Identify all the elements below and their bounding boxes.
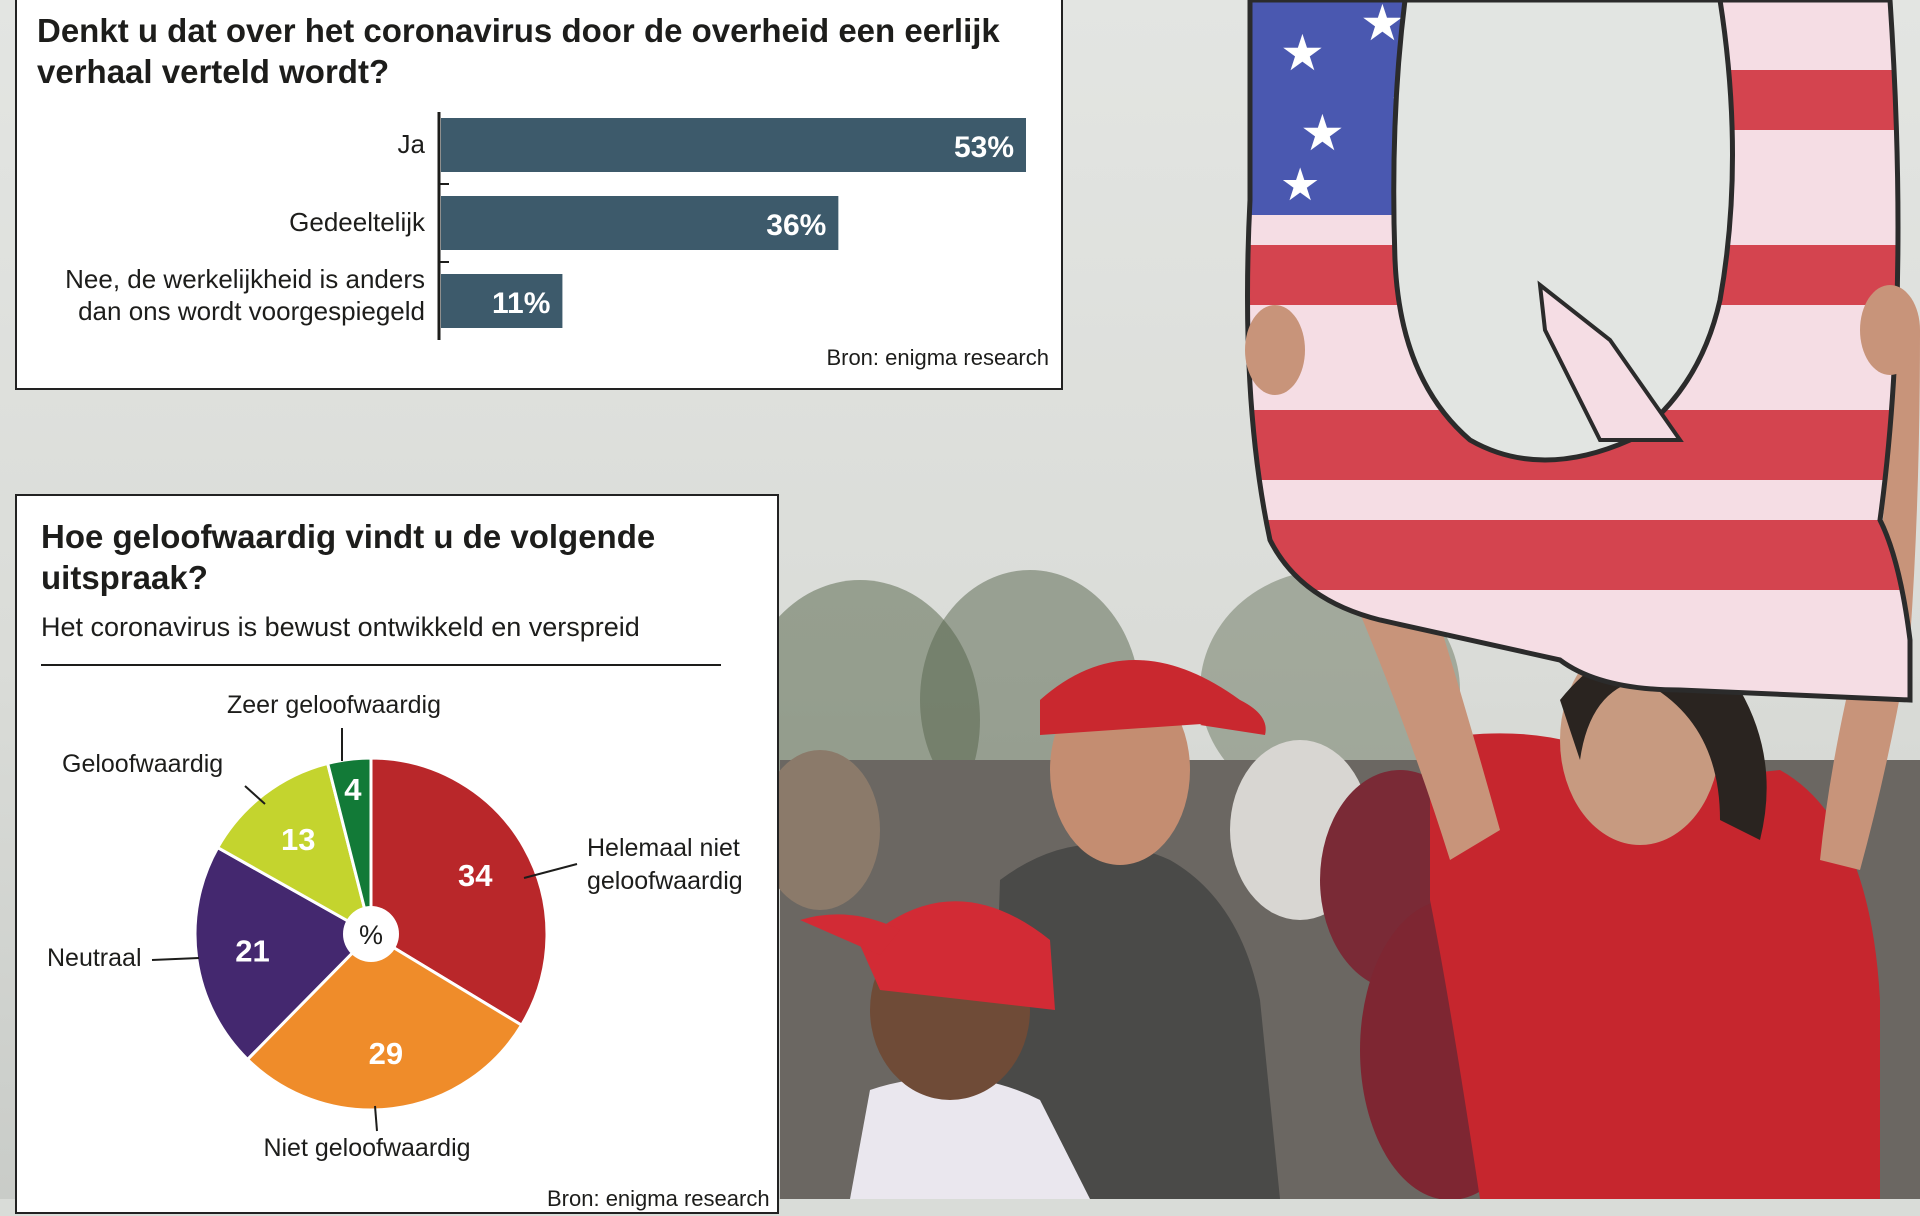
pie-slice-label: Neutraal [47,944,142,972]
pie-slice-label: Zeer geloofwaardig [227,691,441,719]
pie-value-label: 34 [458,858,493,893]
title-divider [41,664,721,666]
pie-chart-source: Bron: enigma research [547,1186,770,1211]
pie-slice-label: Niet geloofwaardig [263,1134,470,1162]
pie-chart-title: Hoe geloofwaardig vindt u de volgende ui… [41,518,656,596]
svg-text:★: ★ [1360,0,1405,51]
pie-value-label: 4 [344,772,362,807]
pie-slice-label: geloofwaardig [587,867,743,895]
pie-chart-panel: Hoe geloofwaardig vindt u de volgende ui… [15,494,779,1214]
bar-category-label: Nee, de werkelijkheid is anders [65,264,425,294]
bar-category-label: dan ons wordt voorgespiegeld [78,296,425,326]
leader-line [244,785,266,805]
pie-slice [369,756,549,1028]
pie-value-label: 13 [281,822,315,857]
pie-slice [325,756,373,935]
bar-value-label: 36% [766,209,826,242]
bar-category-label: Gedeeltelijk [289,207,426,237]
pie-chart-subtitle: Het coronavirus is bewust ontwikkeld en … [41,612,640,642]
pie-center-label: % [359,920,383,950]
bar-value-label: 11% [492,287,550,320]
bar-value-label: 53% [954,131,1014,164]
pie-value-label: 21 [235,934,269,969]
bar-chart-panel: Denkt u dat over het coronavirus door de… [15,0,1063,390]
pie-slice [245,932,524,1112]
leader-line [523,863,578,879]
svg-text:★: ★ [1280,159,1320,210]
bar-chart-source: Bron: enigma research [826,345,1049,370]
pie-center-hole [343,906,399,962]
svg-text:★: ★ [1280,25,1325,81]
bar [441,274,563,328]
bar-chart: 53% Ja 36% Gedeeltelijk 11% Nee, de werkelijk… [65,112,1026,340]
bar-chart-title: Denkt u dat over het coronavirus door de… [37,12,1000,90]
pie-chart: 34 Helemaal niet geloofwaardig 29 Niet geloo… [47,691,743,1162]
bar [441,196,839,250]
leader-line [151,957,200,961]
pie-value-label: 29 [369,1036,403,1071]
pie-slice-label: Helemaal niet [587,834,740,862]
leader-line [374,1105,378,1132]
bar [441,118,1026,172]
bar-category-label: Ja [398,129,426,159]
pie-slice [215,761,374,938]
svg-text:★: ★ [1300,105,1345,161]
pie-slice-label: Geloofwaardig [62,750,223,778]
